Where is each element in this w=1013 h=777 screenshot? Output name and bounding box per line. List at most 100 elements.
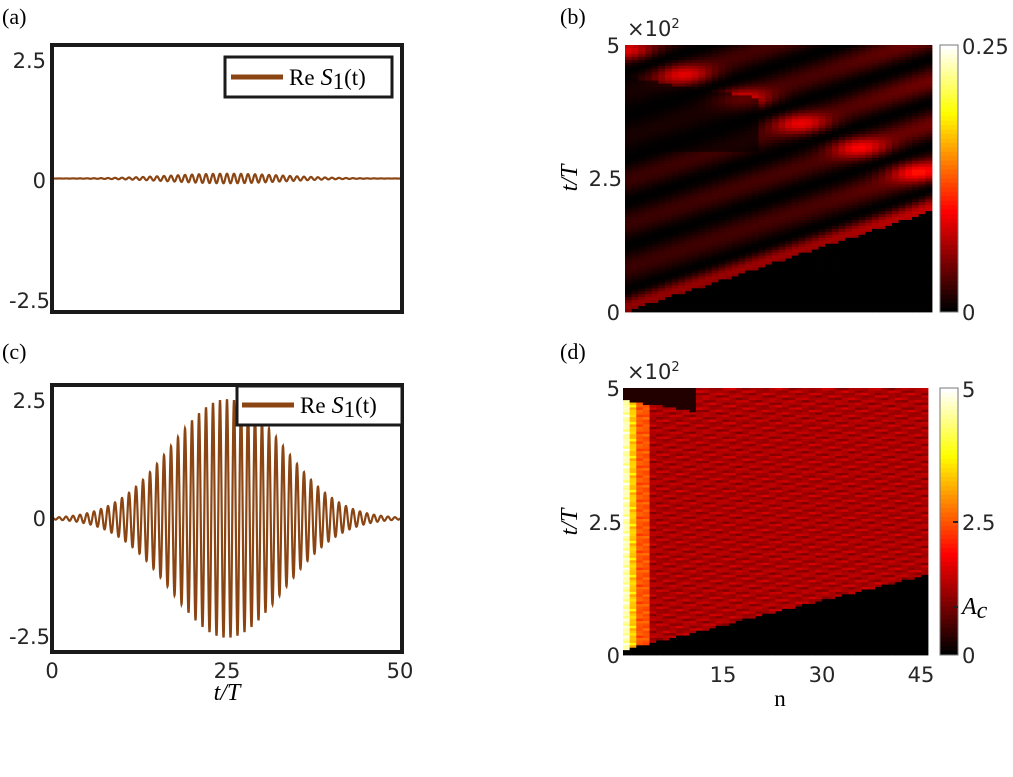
heatmap-cell bbox=[885, 220, 893, 224]
heatmap-cell bbox=[811, 128, 819, 132]
heatmap-cell bbox=[745, 59, 753, 64]
heatmap-cell bbox=[815, 417, 823, 420]
heatmap-cell bbox=[631, 181, 639, 185]
heatmap-cell bbox=[631, 101, 639, 105]
heatmap-cell bbox=[768, 412, 776, 416]
heatmap-cell bbox=[762, 402, 770, 406]
heatmap-cell bbox=[662, 407, 670, 411]
heatmap-cell bbox=[818, 59, 826, 64]
heatmap-cell bbox=[755, 404, 763, 408]
heatmap-cell bbox=[805, 246, 813, 251]
heatmap-cell bbox=[778, 145, 786, 150]
heatmap-cell bbox=[731, 101, 739, 105]
colorbar-cell bbox=[940, 165, 959, 170]
heatmap-cell bbox=[821, 417, 829, 420]
heatmap-cell bbox=[778, 134, 786, 138]
heatmap-cell bbox=[682, 421, 690, 425]
heatmap-cell bbox=[636, 414, 644, 418]
heatmap-cell bbox=[918, 139, 926, 144]
heatmap-cell bbox=[831, 101, 839, 105]
heatmap-cell bbox=[891, 228, 900, 233]
heatmap-cell bbox=[698, 214, 706, 218]
heatmap-cell bbox=[649, 388, 657, 391]
heatmap-cell bbox=[705, 196, 713, 200]
heatmap-cell bbox=[898, 139, 906, 144]
heatmap-cell bbox=[658, 110, 666, 114]
heatmap-cell bbox=[885, 223, 893, 227]
heatmap-cell bbox=[758, 223, 766, 227]
heatmap-cell bbox=[665, 71, 673, 76]
heatmap-cell bbox=[638, 175, 646, 179]
heatmap-cell bbox=[658, 92, 666, 96]
heatmap-cell bbox=[709, 414, 717, 418]
heatmap-cell bbox=[745, 116, 753, 120]
heatmap-cell bbox=[771, 267, 779, 271]
heatmap-cell bbox=[685, 276, 693, 280]
heatmap-cell bbox=[918, 240, 926, 245]
heatmap-cell bbox=[718, 294, 726, 298]
heatmap-cell bbox=[751, 101, 759, 105]
heatmap-cell bbox=[665, 157, 673, 162]
heatmap-cell bbox=[818, 95, 826, 99]
heatmap-cell bbox=[669, 421, 677, 425]
heatmap-cell bbox=[651, 139, 659, 144]
heatmap-cell bbox=[818, 74, 826, 79]
heatmap-cell bbox=[738, 95, 746, 99]
heatmap-cell bbox=[905, 59, 913, 64]
heatmap-cell bbox=[698, 217, 706, 221]
heatmap-cell bbox=[871, 107, 880, 111]
heatmap-cell bbox=[685, 270, 693, 274]
heatmap-cell bbox=[868, 388, 876, 391]
heatmap-cell bbox=[631, 95, 639, 99]
heatmap-cell bbox=[798, 288, 806, 292]
heatmap-cell bbox=[845, 228, 853, 233]
heatmap-cell bbox=[771, 291, 779, 295]
heatmap-cell bbox=[825, 172, 833, 176]
heatmap-cell bbox=[685, 240, 693, 245]
colorbar-tick-b-min: 0 bbox=[962, 301, 975, 325]
heatmap-cell bbox=[851, 264, 859, 268]
heatmap-cell bbox=[745, 208, 753, 212]
heatmap-cell bbox=[831, 107, 839, 111]
heatmap-cell bbox=[911, 166, 920, 170]
heatmap-cell bbox=[925, 68, 933, 73]
heatmap-cell bbox=[745, 166, 753, 170]
heatmap-cell bbox=[851, 300, 859, 304]
heatmap-cell bbox=[791, 50, 799, 55]
heatmap-cell bbox=[685, 131, 693, 135]
heatmap-cell bbox=[798, 116, 806, 120]
heatmap-cell bbox=[758, 104, 766, 108]
heatmap-cell bbox=[691, 178, 699, 182]
heatmap-cell bbox=[898, 53, 906, 58]
heatmap-cell bbox=[778, 56, 786, 61]
heatmap-cell bbox=[891, 98, 900, 102]
heatmap-cell bbox=[685, 211, 693, 215]
colorbar-cell bbox=[940, 214, 959, 219]
heatmap-cell bbox=[831, 231, 839, 236]
heatmap-cell bbox=[678, 234, 686, 239]
heatmap-cell bbox=[798, 113, 806, 117]
heatmap-cell bbox=[678, 47, 686, 52]
heatmap-cell bbox=[656, 409, 664, 413]
heatmap-cell bbox=[662, 417, 670, 420]
heatmap-cell bbox=[891, 288, 900, 292]
heatmap-cell bbox=[894, 424, 902, 428]
heatmap-cell bbox=[785, 56, 793, 61]
heatmap-cell bbox=[625, 181, 633, 185]
heatmap-cell bbox=[765, 306, 773, 310]
ytick-label-a-top: 2.5 bbox=[13, 49, 46, 73]
heatmap-cell bbox=[874, 392, 882, 396]
heatmap-cell bbox=[788, 407, 796, 411]
heatmap-cell bbox=[798, 300, 806, 304]
heatmap-cell bbox=[665, 279, 673, 283]
heatmap-cell bbox=[705, 154, 713, 159]
heatmap-cell bbox=[665, 83, 673, 87]
heatmap-cell bbox=[711, 300, 719, 304]
heatmap-cell bbox=[871, 151, 880, 156]
heatmap-cell bbox=[914, 412, 922, 416]
heatmap-cell bbox=[718, 74, 726, 79]
heatmap-cell bbox=[765, 300, 773, 304]
heatmap-cell bbox=[651, 285, 659, 289]
heatmap-cell bbox=[645, 199, 653, 203]
heatmap-cell bbox=[682, 392, 690, 396]
